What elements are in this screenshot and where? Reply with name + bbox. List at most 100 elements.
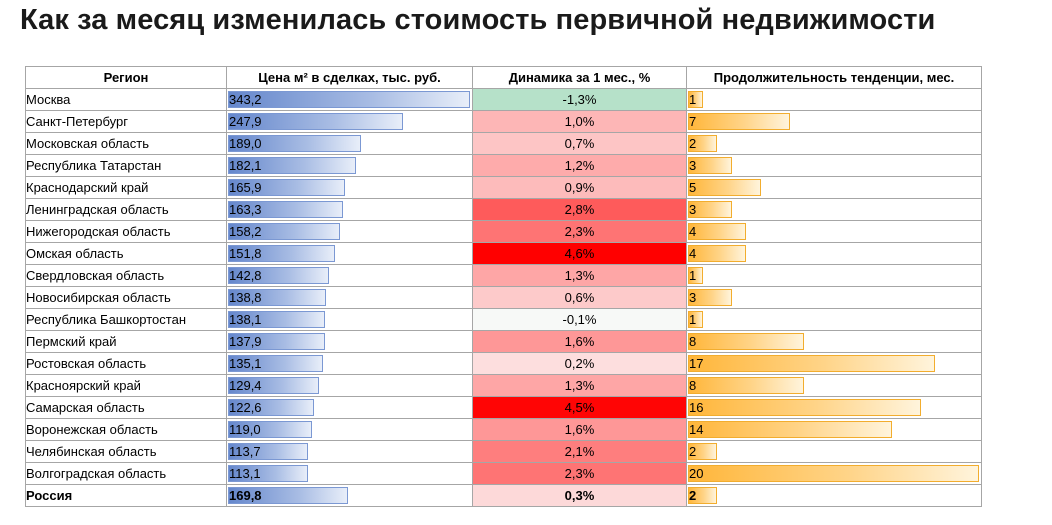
price-bar	[228, 157, 356, 174]
duration-value: 8	[689, 378, 697, 393]
dynamics-cell: 4,6%	[472, 242, 687, 265]
price-cell: 189,0	[226, 132, 473, 155]
region-cell: Свердловская область	[25, 264, 227, 287]
duration-value: 8	[689, 334, 697, 349]
duration-bar	[688, 289, 732, 306]
dynamics-cell: 0,6%	[472, 286, 687, 309]
duration-bar	[688, 465, 979, 482]
price-cell: 113,7	[226, 440, 473, 463]
duration-bar	[688, 223, 746, 240]
price-bar	[228, 399, 314, 416]
duration-value: 3	[689, 158, 697, 173]
table-row: Республика Татарстан 182,1 1,2% 3	[25, 154, 982, 177]
price-cell: 135,1	[226, 352, 473, 375]
table-row: Краснодарский край 165,9 0,9% 5	[25, 176, 982, 199]
table-header-row: Регион Цена м² в сделках, тыс. руб. Дина…	[25, 66, 982, 89]
duration-cell: 2	[686, 440, 982, 463]
duration-cell: 1	[686, 88, 982, 111]
table-row: Нижегородская область 158,2 2,3% 4	[25, 220, 982, 243]
duration-value: 2	[689, 136, 697, 151]
price-cell: 158,2	[226, 220, 473, 243]
price-cell: 182,1	[226, 154, 473, 177]
duration-cell: 4	[686, 242, 982, 265]
price-cell: 138,1	[226, 308, 473, 331]
price-value: 137,9	[229, 334, 262, 349]
price-bar	[228, 267, 329, 284]
region-cell: Омская область	[25, 242, 227, 265]
price-bar	[228, 377, 319, 394]
price-table: Регион Цена м² в сделках, тыс. руб. Дина…	[25, 66, 982, 507]
duration-value: 1	[689, 92, 697, 107]
price-bar	[228, 311, 325, 328]
region-cell: Московская область	[25, 132, 227, 155]
price-bar	[228, 443, 308, 460]
duration-bar	[688, 201, 732, 218]
duration-cell: 8	[686, 330, 982, 353]
table-row: Красноярский край 129,4 1,3% 8	[25, 374, 982, 397]
region-cell: Москва	[25, 88, 227, 111]
price-bar	[228, 333, 325, 350]
duration-value: 1	[689, 268, 697, 283]
price-value: 138,8	[229, 290, 262, 305]
region-cell: Воронежская область	[25, 418, 227, 441]
duration-cell: 3	[686, 286, 982, 309]
price-value: 138,1	[229, 312, 262, 327]
duration-value: 5	[689, 180, 697, 195]
duration-cell: 4	[686, 220, 982, 243]
price-value: 163,3	[229, 202, 262, 217]
price-value: 113,1	[229, 466, 261, 481]
price-value: 135,1	[229, 356, 262, 371]
region-cell: Республика Башкортостан	[25, 308, 227, 331]
duration-cell: 3	[686, 198, 982, 221]
price-value: 142,8	[229, 268, 262, 283]
duration-bar	[688, 443, 717, 460]
price-cell: 113,1	[226, 462, 473, 485]
dynamics-cell: 0,2%	[472, 352, 687, 375]
table-row: Пермский край 137,9 1,6% 8	[25, 330, 982, 353]
dynamics-cell: 0,7%	[472, 132, 687, 155]
duration-value: 16	[689, 400, 704, 415]
table-body: Москва 343,2 -1,3% 1 Санкт-Петербург 247,9 1,0…	[25, 88, 982, 507]
region-cell: Ростовская область	[25, 352, 227, 375]
dynamics-cell: -0,1%	[472, 308, 687, 331]
dynamics-cell: 1,3%	[472, 374, 687, 397]
table-row: Ростовская область 135,1 0,2% 17	[25, 352, 982, 375]
duration-cell: 7	[686, 110, 982, 133]
price-cell: 247,9	[226, 110, 473, 133]
dynamics-cell: 1,3%	[472, 264, 687, 287]
duration-bar	[688, 91, 703, 108]
dynamics-cell: 2,8%	[472, 198, 687, 221]
duration-bar	[688, 421, 892, 438]
duration-value: 2	[689, 444, 697, 459]
duration-cell: 1	[686, 308, 982, 331]
duration-bar	[688, 113, 790, 130]
table-row: Челябинская область 113,7 2,1% 2	[25, 440, 982, 463]
table-row: Волгоградская область 113,1 2,3% 20	[25, 462, 982, 485]
table-row: Омская область 151,8 4,6% 4	[25, 242, 982, 265]
duration-value: 3	[689, 290, 697, 305]
price-cell: 122,6	[226, 396, 473, 419]
duration-cell: 1	[686, 264, 982, 287]
price-value: 169,8	[229, 488, 262, 503]
price-bar	[228, 113, 403, 130]
table-row: Новосибирская область 138,8 0,6% 3	[25, 286, 982, 309]
price-value: 189,0	[229, 136, 262, 151]
region-cell: Челябинская область	[25, 440, 227, 463]
duration-value: 4	[689, 224, 697, 239]
duration-cell: 2	[686, 484, 982, 507]
duration-bar	[688, 179, 761, 196]
duration-bar	[688, 311, 703, 328]
region-cell: Самарская область	[25, 396, 227, 419]
dynamics-cell: -1,3%	[472, 88, 687, 111]
duration-cell: 20	[686, 462, 982, 485]
duration-cell: 17	[686, 352, 982, 375]
price-cell: 142,8	[226, 264, 473, 287]
price-bar	[228, 135, 361, 152]
price-cell: 343,2	[226, 88, 473, 111]
duration-bar	[688, 267, 703, 284]
region-cell: Краснодарский край	[25, 176, 227, 199]
region-cell: Россия	[25, 484, 227, 507]
price-value: 119,0	[229, 422, 261, 437]
duration-bar	[688, 135, 717, 152]
table-total-row: Россия 169,8 0,3% 2	[25, 484, 982, 507]
